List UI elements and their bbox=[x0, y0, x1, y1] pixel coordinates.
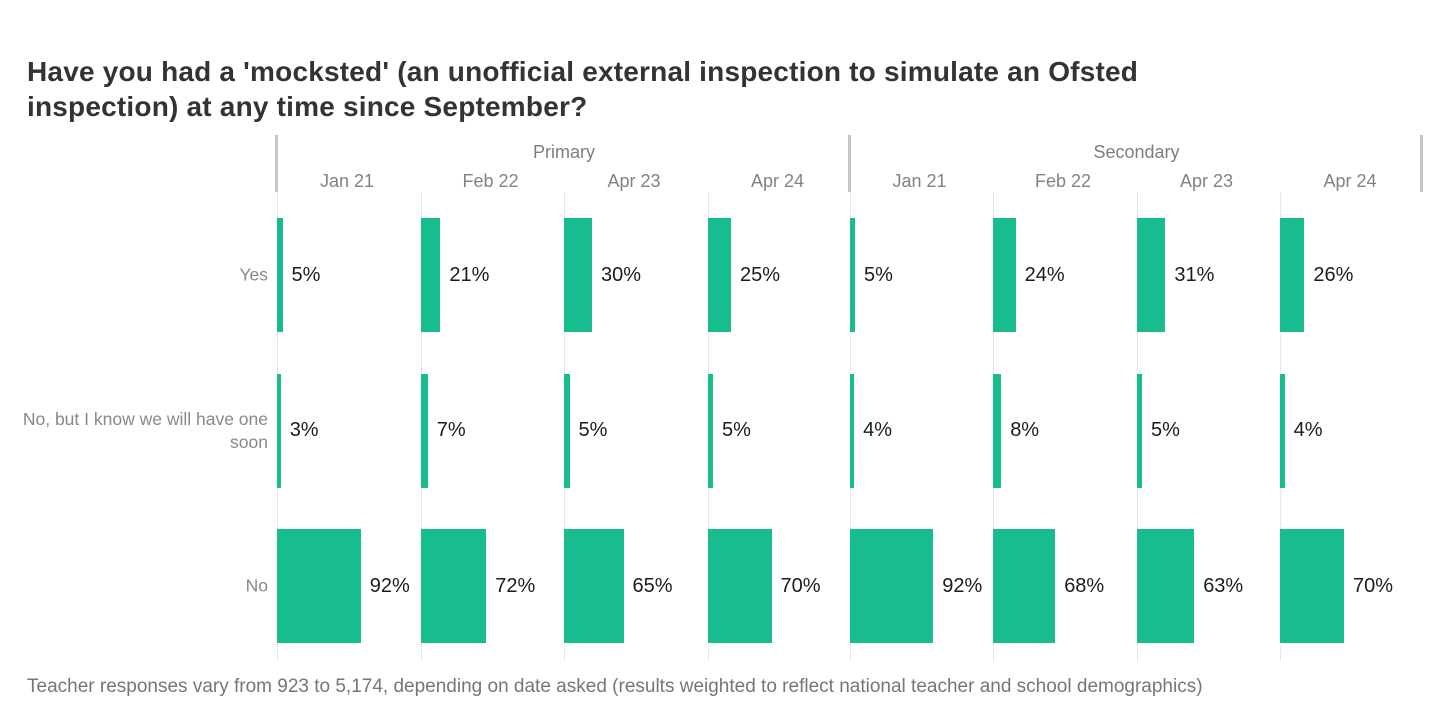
bar-value-label: 30% bbox=[601, 263, 642, 286]
bar bbox=[1136, 529, 1195, 643]
column-header: Feb 22 bbox=[1034, 171, 1092, 191]
bar-value-label: 65% bbox=[632, 574, 673, 597]
bar-value-label: 92% bbox=[942, 574, 983, 597]
bar-value-label: 68% bbox=[1064, 574, 1105, 597]
group-separator bbox=[1420, 135, 1423, 192]
bar bbox=[993, 529, 1056, 643]
row-label: No bbox=[245, 575, 268, 596]
bar bbox=[1280, 529, 1344, 643]
bar-value-label: 70% bbox=[780, 574, 821, 597]
bar-value-label: 5% bbox=[578, 419, 608, 441]
column-header: Apr 24 bbox=[1323, 171, 1377, 191]
bar bbox=[1136, 373, 1142, 488]
bar bbox=[1280, 218, 1305, 332]
bar-value-label: 3% bbox=[289, 419, 319, 441]
bar bbox=[849, 373, 855, 488]
bar bbox=[277, 373, 281, 488]
chart-title-line1: Have you had a 'mocksted' (an unofficial… bbox=[27, 56, 1139, 87]
row-label: Yes bbox=[239, 264, 268, 285]
column-header: Apr 23 bbox=[607, 171, 661, 191]
bar bbox=[993, 218, 1016, 332]
bar bbox=[564, 373, 570, 488]
bar-value-label: 8% bbox=[1010, 419, 1040, 441]
group-separator bbox=[848, 135, 851, 192]
group-header-primary: Primary bbox=[533, 142, 595, 162]
bar-value-label: 24% bbox=[1024, 263, 1065, 286]
group-separator bbox=[275, 135, 278, 192]
bar bbox=[993, 373, 1002, 488]
bar bbox=[1136, 218, 1166, 332]
bar bbox=[420, 373, 428, 488]
column-header: Feb 22 bbox=[462, 171, 519, 191]
bar bbox=[420, 218, 441, 332]
bar-value-label: 4% bbox=[1293, 419, 1323, 441]
bar-value-label: 70% bbox=[1353, 574, 1394, 597]
bar bbox=[849, 218, 855, 332]
chart-footnote: Teacher responses vary from 923 to 5,174… bbox=[27, 676, 1203, 697]
bar bbox=[707, 373, 713, 488]
column-header: Jan 21 bbox=[892, 171, 947, 191]
bar bbox=[420, 529, 487, 643]
bar bbox=[277, 218, 283, 332]
column-header: Jan 21 bbox=[319, 171, 375, 191]
chart-title-line2: inspection) at any time since September? bbox=[27, 91, 588, 122]
bar bbox=[564, 218, 592, 332]
bar-value-label: 25% bbox=[740, 263, 781, 286]
chart-title: Have you had a 'mocksted' (an unofficial… bbox=[27, 54, 1407, 124]
bar-value-label: 26% bbox=[1313, 263, 1354, 286]
row-label: No, but I know we will have one soon bbox=[22, 408, 268, 452]
bar-value-label: 5% bbox=[722, 419, 751, 441]
bar-value-label: 5% bbox=[864, 263, 893, 286]
bar-value-label: 63% bbox=[1203, 574, 1244, 597]
bar bbox=[277, 529, 361, 643]
bar-value-label: 5% bbox=[1151, 419, 1180, 441]
bar-value-label: 4% bbox=[863, 419, 892, 441]
column-header: Apr 23 bbox=[1179, 171, 1234, 191]
bar-value-label: 7% bbox=[436, 419, 466, 441]
group-header-secondary: Secondary bbox=[1093, 142, 1180, 162]
column-header: Apr 24 bbox=[750, 171, 805, 191]
bar-value-label: 31% bbox=[1174, 263, 1215, 286]
bar-value-label: 72% bbox=[495, 574, 536, 597]
bar bbox=[1280, 373, 1285, 488]
bar-value-label: 21% bbox=[449, 263, 490, 286]
bar bbox=[564, 529, 624, 643]
bar-value-label: 92% bbox=[369, 574, 410, 597]
bar-value-label: 5% bbox=[291, 263, 321, 286]
bar bbox=[707, 529, 772, 643]
bar bbox=[849, 529, 934, 643]
bar bbox=[707, 218, 731, 332]
